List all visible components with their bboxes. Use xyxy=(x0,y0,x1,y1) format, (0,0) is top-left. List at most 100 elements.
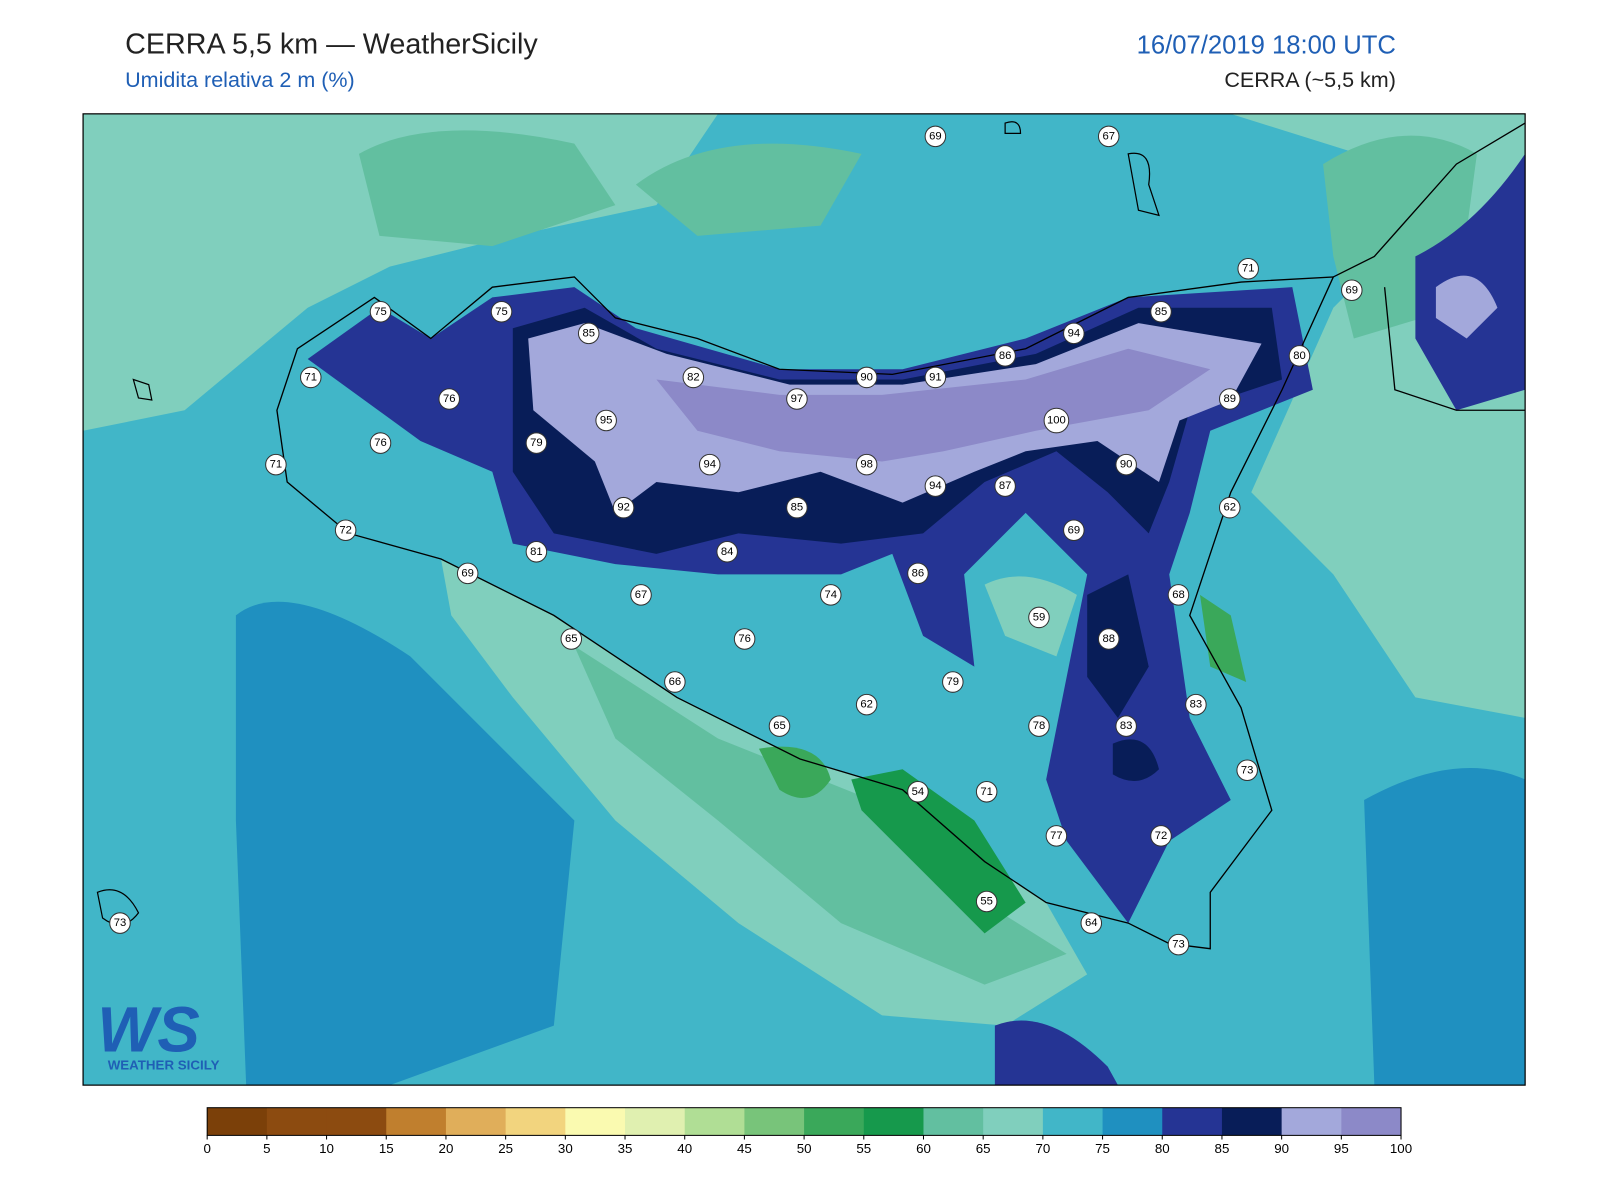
station-marker xyxy=(1028,715,1050,737)
station: 67 xyxy=(630,584,652,606)
station-value: 86 xyxy=(912,567,925,579)
station-value: 69 xyxy=(929,130,942,142)
station: 72 xyxy=(334,519,357,542)
station-marker xyxy=(1097,125,1120,148)
station-labels: 69 67 71 69 75 75 85 94 85 80 71 82 90 91 86 76 97 89 100 9… xyxy=(109,125,1363,956)
logo-text: WEATHER SICILY xyxy=(108,1058,220,1073)
station-marker xyxy=(855,453,878,476)
station-marker xyxy=(525,541,548,563)
station: 69 xyxy=(456,562,479,585)
station-marker xyxy=(855,366,878,389)
station-marker xyxy=(907,562,929,585)
station-value: 95 xyxy=(600,415,613,427)
station-marker xyxy=(1080,912,1103,934)
station-value: 98 xyxy=(860,459,873,471)
colorbar-bin xyxy=(565,1107,626,1136)
station-marker xyxy=(924,366,947,389)
colorbar-tick-label: 45 xyxy=(737,1141,752,1156)
colorbar-bin xyxy=(923,1107,984,1136)
colorbar-tick-label: 90 xyxy=(1274,1141,1289,1156)
station-marker xyxy=(334,519,357,542)
station-value: 94 xyxy=(929,480,942,492)
station-value: 90 xyxy=(860,371,873,383)
station-marker xyxy=(786,388,808,410)
colorbar-tick-label: 60 xyxy=(916,1141,931,1156)
station-marker xyxy=(438,388,460,410)
station: 95 xyxy=(595,409,617,432)
colorbar-tick-label: 15 xyxy=(379,1141,394,1156)
station-value: 72 xyxy=(1155,830,1168,842)
station: 85 xyxy=(577,322,600,345)
station-marker xyxy=(490,301,513,323)
station-marker xyxy=(1028,606,1050,629)
station: 90 xyxy=(1115,453,1137,476)
station: 67 xyxy=(1097,125,1120,148)
station-value: 73 xyxy=(114,917,127,929)
station: 81 xyxy=(525,541,548,563)
station: 92 xyxy=(612,496,635,519)
station-marker xyxy=(1236,759,1258,782)
station: 62 xyxy=(855,693,878,716)
station-marker xyxy=(1115,453,1137,476)
station-value: 76 xyxy=(738,633,751,645)
station: 89 xyxy=(1218,388,1241,410)
logo-mark: WS xyxy=(97,994,199,1065)
station-marker xyxy=(698,453,721,476)
station-value: 69 xyxy=(1346,284,1359,296)
station: 74 xyxy=(820,584,842,606)
station-value: 69 xyxy=(1068,524,1081,536)
station: 71 xyxy=(1237,257,1259,280)
colorbar-bin xyxy=(266,1107,328,1136)
colorbar-bin xyxy=(983,1107,1044,1136)
colorbar-bin xyxy=(744,1107,805,1136)
colorbar-bin xyxy=(505,1107,566,1136)
colorbar: 0 5 10 15 20 25 30 35 40 45 50 55 60 65 70 75 80 85 90 95 10… xyxy=(203,1107,1412,1156)
station-marker xyxy=(525,432,548,454)
station-value: 79 xyxy=(530,437,543,449)
station-marker xyxy=(299,366,322,389)
station-value: 67 xyxy=(1102,130,1115,142)
station-value: 94 xyxy=(1068,327,1081,339)
station-value: 55 xyxy=(980,896,993,908)
colorbar-tick-label: 85 xyxy=(1215,1141,1230,1156)
station-value: 81 xyxy=(530,546,543,558)
station-value: 72 xyxy=(339,524,352,536)
colorbar-bin xyxy=(445,1107,507,1136)
colorbar-tick-label: 55 xyxy=(856,1141,871,1156)
station-value: 84 xyxy=(721,546,734,558)
station-value: 79 xyxy=(947,676,960,688)
station: 68 xyxy=(1167,584,1190,606)
station-value: 83 xyxy=(1190,699,1203,711)
station-value: 64 xyxy=(1085,917,1098,929)
station-marker xyxy=(1063,519,1085,542)
station-marker xyxy=(942,671,964,693)
station-value: 86 xyxy=(999,350,1012,362)
station-marker xyxy=(1097,628,1120,650)
station: 62 xyxy=(1218,496,1241,519)
station-marker xyxy=(975,890,998,913)
station: 71 xyxy=(265,453,287,476)
colorbar-tick-label: 5 xyxy=(263,1141,270,1156)
station-value: 85 xyxy=(1155,306,1168,318)
station-value: 68 xyxy=(1172,589,1185,601)
station: 91 xyxy=(924,366,947,389)
station: 69 xyxy=(1063,519,1085,542)
station-value: 85 xyxy=(582,327,595,339)
colorbar-tick-label: 0 xyxy=(203,1141,210,1156)
station: 84 xyxy=(716,541,738,563)
datetime: 16/07/2019 18:00 UTC xyxy=(1137,31,1396,59)
station-value: 73 xyxy=(1241,764,1254,776)
colorbar-tick-label: 10 xyxy=(319,1141,334,1156)
colorbar-bin xyxy=(386,1107,447,1136)
station: 87 xyxy=(994,475,1016,497)
station-marker xyxy=(369,301,392,323)
station-marker xyxy=(1043,407,1070,434)
station: 88 xyxy=(1097,628,1120,650)
station: 94 xyxy=(1063,322,1085,345)
station: 76 xyxy=(438,388,460,410)
station-marker xyxy=(994,475,1016,497)
station-value: 75 xyxy=(374,306,387,318)
station-value: 91 xyxy=(929,371,942,383)
station-marker xyxy=(456,562,479,585)
